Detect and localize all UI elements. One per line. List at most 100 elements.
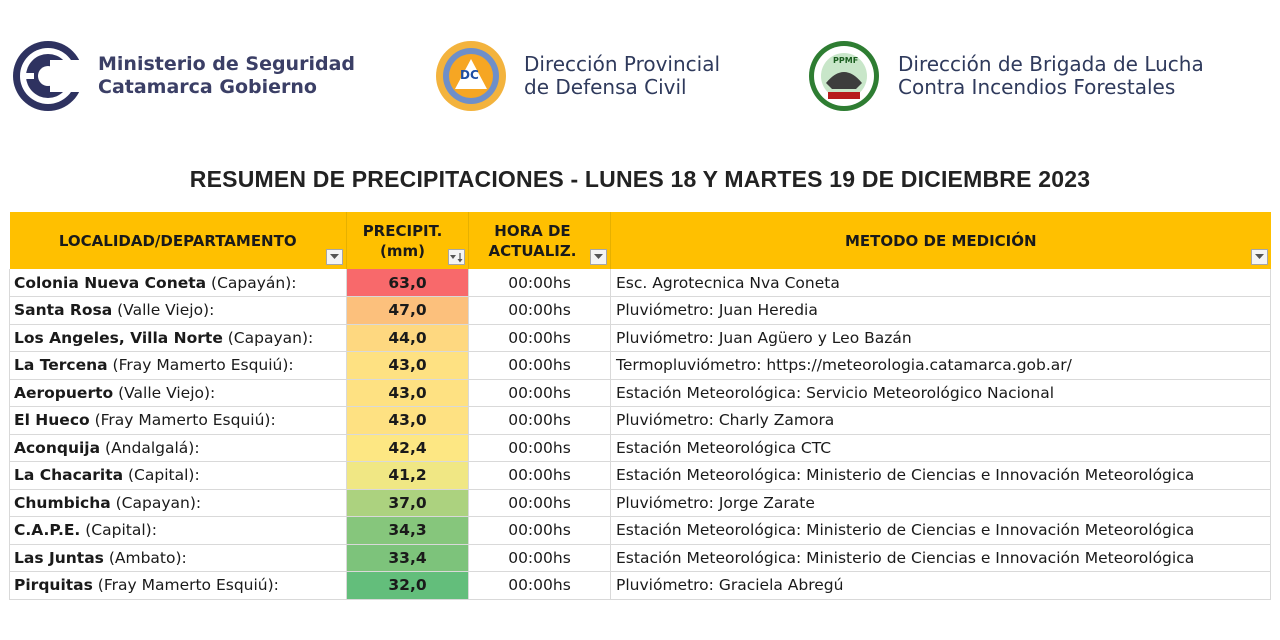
ministerio-emblem-icon xyxy=(13,41,88,111)
table-row: C.A.P.E. (Capital): 34,3 00:00hs Estación M… xyxy=(9,516,1271,545)
cell-localidad[interactable]: Aconquija (Andalgalá): xyxy=(9,434,347,462)
cell-metodo[interactable]: Pluviómetro: Graciela Abregú xyxy=(610,571,1271,600)
localidad-name: Chumbicha xyxy=(14,493,111,512)
table-row: Las Juntas (Ambato): 33,4 00:00hs Estación … xyxy=(9,544,1271,572)
localidad-name: Los Angeles, Villa Norte xyxy=(14,328,223,347)
cell-hora[interactable]: 00:00hs xyxy=(468,434,611,462)
cell-precipitacion[interactable]: 34,3 xyxy=(346,516,469,545)
filter-localidad-button[interactable] xyxy=(326,249,343,265)
ministerio-logo: Ministerio de Seguridad Catamarca Gobier… xyxy=(10,38,355,114)
cell-precipitacion[interactable]: 43,0 xyxy=(346,351,469,380)
cell-localidad[interactable]: Santa Rosa (Valle Viejo): xyxy=(9,296,347,325)
cell-metodo[interactable]: Estación Meteorológica: Ministerio de Ci… xyxy=(610,461,1271,490)
cell-precipitacion[interactable]: 33,4 xyxy=(346,544,469,572)
cell-metodo[interactable]: Estación Meteorológica CTC xyxy=(610,434,1271,462)
filter-precipitacion-button[interactable] xyxy=(448,249,465,265)
cell-localidad[interactable]: La Chacarita (Capital): xyxy=(9,461,347,490)
table-row: Aconquija (Andalgalá): 42,4 00:00hs Estació… xyxy=(9,434,1271,462)
localidad-name: C.A.P.E. xyxy=(14,521,81,540)
cell-metodo[interactable]: Esc. Agrotecnica Nva Coneta xyxy=(610,269,1271,297)
cell-metodo[interactable]: Estación Meteorológica: Ministerio de Ci… xyxy=(610,544,1271,572)
cell-metodo[interactable]: Pluviómetro: Juan Heredia xyxy=(610,296,1271,325)
header-hora: HORA DE ACTUALIZ. xyxy=(468,212,611,269)
cell-localidad[interactable]: Aeropuerto (Valle Viejo): xyxy=(9,379,347,407)
cell-localidad[interactable]: Chumbicha (Capayan): xyxy=(9,489,347,517)
table-row: Pirquitas (Fray Mamerto Esquiú): 32,0 00:0… xyxy=(9,571,1271,600)
departamento-name: (Capayán): xyxy=(206,273,297,292)
defensa-civil-logo: DC Dirección Provincial de Defensa Civil xyxy=(434,38,720,114)
cell-localidad[interactable]: La Tercena (Fray Mamerto Esquiú): xyxy=(9,351,347,380)
cell-localidad[interactable]: Pirquitas (Fray Mamerto Esquiú): xyxy=(9,571,347,600)
departamento-name: (Fray Mamerto Esquiú): xyxy=(92,576,279,595)
localidad-name: Pirquitas xyxy=(14,576,93,595)
cell-hora[interactable]: 00:00hs xyxy=(468,379,611,407)
cell-metodo[interactable]: Termopluviómetro: https://meteorologia.c… xyxy=(610,351,1271,380)
cell-hora[interactable]: 00:00hs xyxy=(468,544,611,572)
header-localidad-label: LOCALIDAD/DEPARTAMENTO xyxy=(58,231,297,250)
localidad-name: El Hueco xyxy=(14,411,90,430)
table-row: La Tercena (Fray Mamerto Esquiú): 43,0 00:… xyxy=(9,351,1271,380)
ministerio-line2: Catamarca Gobierno xyxy=(98,76,317,98)
cell-localidad[interactable]: El Hueco (Fray Mamerto Esquiú): xyxy=(9,406,347,435)
departamento-name: (Capital): xyxy=(80,521,157,540)
cell-hora[interactable]: 00:00hs xyxy=(468,324,611,352)
cell-localidad[interactable]: Las Juntas (Ambato): xyxy=(9,544,347,572)
localidad-name: Aconquija xyxy=(14,438,101,457)
cell-precipitacion[interactable]: 42,4 xyxy=(346,434,469,462)
departamento-name: (Capayan): xyxy=(110,493,202,512)
defensa-civil-emblem-icon xyxy=(436,41,506,111)
dropdown-filter-icon xyxy=(330,254,339,259)
cell-metodo[interactable]: Pluviómetro: Juan Agüero y Leo Bazán xyxy=(610,324,1271,352)
table-row: Chumbicha (Capayan): 37,0 00:00hs Pluviómet… xyxy=(9,489,1271,517)
departamento-name: (Capital): xyxy=(123,466,200,485)
defensa-civil-line1: Dirección Provincial xyxy=(524,52,721,76)
cell-localidad[interactable]: C.A.P.E. (Capital): xyxy=(9,516,347,545)
defensa-civil-line2: de Defensa Civil xyxy=(524,75,687,99)
departamento-name: (Fray Mamerto Esquiú): xyxy=(107,356,294,375)
cell-hora[interactable]: 00:00hs xyxy=(468,571,611,600)
cell-hora[interactable]: 00:00hs xyxy=(468,351,611,380)
brigada-line2: Contra Incendios Forestales xyxy=(898,75,1176,99)
cell-hora[interactable]: 00:00hs xyxy=(468,296,611,325)
defensa-civil-badge: DC xyxy=(460,68,479,82)
header-precipitacion: PRECIPIT. (mm) xyxy=(346,212,469,269)
cell-hora[interactable]: 00:00hs xyxy=(468,269,611,297)
cell-hora[interactable]: 00:00hs xyxy=(468,516,611,545)
localidad-name: Las Juntas xyxy=(14,548,104,567)
table-row: El Hueco (Fray Mamerto Esquiú): 43,0 00:00… xyxy=(9,406,1271,435)
cell-metodo[interactable]: Pluviómetro: Jorge Zarate xyxy=(610,489,1271,517)
localidad-name: Santa Rosa xyxy=(14,301,113,320)
cell-localidad[interactable]: Los Angeles, Villa Norte (Capayan): xyxy=(9,324,347,352)
brigada-emblem-icon xyxy=(809,41,879,111)
table-row: Los Angeles, Villa Norte (Capayan): 44,0 0… xyxy=(9,324,1271,352)
cell-precipitacion[interactable]: 43,0 xyxy=(346,406,469,435)
localidad-name: Aeropuerto xyxy=(14,383,114,402)
cell-precipitacion[interactable]: 32,0 xyxy=(346,571,469,600)
departamento-name: (Valle Viejo): xyxy=(112,301,215,320)
cell-precipitacion[interactable]: 47,0 xyxy=(346,296,469,325)
filter-metodo-button[interactable] xyxy=(1250,249,1268,265)
cell-precipitacion[interactable]: 41,2 xyxy=(346,461,469,490)
cell-precipitacion[interactable]: 43,0 xyxy=(346,379,469,407)
localidad-name: La Chacarita xyxy=(14,466,124,485)
cell-metodo[interactable]: Estación Meteorológica: Ministerio de Ci… xyxy=(610,516,1271,545)
departamento-name: (Valle Viejo): xyxy=(113,383,216,402)
cell-localidad[interactable]: Colonia Nueva Coneta (Capayán): xyxy=(9,269,347,297)
header-hora-line1: HORA DE xyxy=(494,221,571,240)
logos-header: Ministerio de Seguridad Catamarca Gobier… xyxy=(0,38,1280,118)
cell-hora[interactable]: 00:00hs xyxy=(468,406,611,435)
cell-metodo[interactable]: Estación Meteorológica: Servicio Meteoro… xyxy=(610,379,1271,407)
cell-metodo[interactable]: Pluviómetro: Charly Zamora xyxy=(610,406,1271,435)
cell-hora[interactable]: 00:00hs xyxy=(468,489,611,517)
localidad-name: La Tercena xyxy=(14,356,108,375)
departamento-name: (Andalgalá): xyxy=(100,438,200,457)
cell-precipitacion[interactable]: 44,0 xyxy=(346,324,469,352)
table-row: Aeropuerto (Valle Viejo): 43,0 00:00hs Esta… xyxy=(9,379,1271,407)
table-header-row: LOCALIDAD/DEPARTAMENTO PRECIPIT. (mm) HO xyxy=(9,212,1271,269)
departamento-name: (Capayan): xyxy=(222,328,314,347)
cell-hora[interactable]: 00:00hs xyxy=(468,461,611,490)
header-localidad: LOCALIDAD/DEPARTAMENTO xyxy=(9,212,347,269)
cell-precipitacion[interactable]: 63,0 xyxy=(346,269,469,297)
cell-precipitacion[interactable]: 37,0 xyxy=(346,489,469,517)
filter-hora-button[interactable] xyxy=(590,249,607,265)
